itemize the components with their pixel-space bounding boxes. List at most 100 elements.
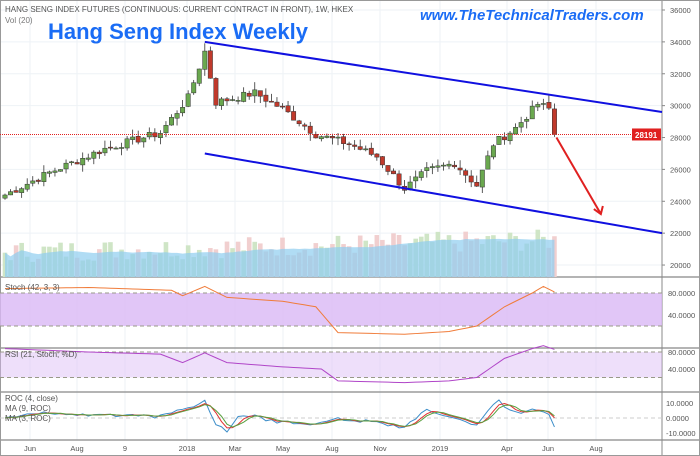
time-axis-label: 2019 xyxy=(432,444,449,453)
candle-body xyxy=(352,144,358,147)
candle-body xyxy=(24,183,30,190)
candle-body xyxy=(219,98,224,106)
candle-body xyxy=(346,143,352,146)
roc-tick-label: 10.0000 xyxy=(666,399,693,408)
time-axis-label: Jun xyxy=(24,444,36,453)
candle-body xyxy=(146,132,152,138)
candle-body xyxy=(274,101,280,107)
candle-body xyxy=(391,170,396,175)
candle-body xyxy=(30,180,36,184)
candle-body xyxy=(513,127,519,135)
price-tick-label: 20000 xyxy=(670,261,691,270)
candle-body xyxy=(46,171,52,174)
stoch-line xyxy=(4,285,555,335)
candle-body xyxy=(463,170,469,176)
chart-title: Hang Seng Index Weekly xyxy=(48,19,309,44)
time-axis-label: Nov xyxy=(373,444,387,453)
candle-body xyxy=(418,171,424,178)
candle-body xyxy=(546,102,552,109)
roc-label: ROC (4, close) xyxy=(5,394,58,403)
candle-body xyxy=(374,153,380,158)
arrow-head-icon xyxy=(593,205,604,216)
candle-body xyxy=(235,100,241,102)
candle-body xyxy=(85,157,91,160)
rsi-tick-label: 40.0000 xyxy=(668,365,695,374)
candle-body xyxy=(80,158,86,166)
candle-body xyxy=(429,166,435,169)
candle-body xyxy=(502,136,507,141)
price-tick-label: 28000 xyxy=(670,134,691,143)
ma3-label: MA (3, ROC) xyxy=(5,414,51,423)
candle-body xyxy=(74,162,80,165)
candle-body xyxy=(396,173,402,186)
candle-body xyxy=(58,169,63,172)
price-tick-label: 32000 xyxy=(670,70,691,79)
candle-body xyxy=(257,90,263,97)
candle-body xyxy=(474,182,480,187)
roc-line xyxy=(4,399,555,433)
last-price-value: 28191 xyxy=(635,131,658,140)
candle-body xyxy=(318,136,324,140)
roc-tick-label: -10.0000 xyxy=(666,429,696,438)
candle-body xyxy=(102,147,108,154)
candle-body xyxy=(2,194,8,199)
candle-body xyxy=(296,120,302,125)
candle-body xyxy=(302,124,308,127)
price-tick-label: 24000 xyxy=(670,197,691,206)
candle-body xyxy=(252,89,258,97)
ma9-label: MA (9, ROC) xyxy=(5,404,51,413)
candle-body xyxy=(496,136,502,145)
candle-body xyxy=(341,136,347,144)
time-axis-label: 2018 xyxy=(179,444,196,453)
candle-body xyxy=(69,161,75,164)
candle-body xyxy=(385,165,391,172)
candle-body xyxy=(19,188,25,193)
time-axis-label: Aug xyxy=(589,444,602,453)
candle-body xyxy=(263,94,269,102)
stoch-tick-label: 40.0000 xyxy=(668,311,695,320)
candle-body xyxy=(141,137,147,143)
time-axis-label: Apr xyxy=(501,444,513,453)
candle-body xyxy=(108,146,113,149)
stoch-tick-label: 80.0000 xyxy=(668,289,695,298)
candle-body xyxy=(213,78,219,106)
rsi-tick-label: 80.0000 xyxy=(668,348,695,357)
rsi-line xyxy=(4,345,555,384)
candle-body xyxy=(435,165,441,168)
rsi-label: RSI (21, Stoch; %D) xyxy=(5,350,78,359)
time-axis-label: May xyxy=(276,444,290,453)
candle-body xyxy=(363,148,369,151)
candle-body xyxy=(96,151,102,155)
candle-body xyxy=(41,172,47,182)
candle-body xyxy=(529,105,535,120)
candle-body xyxy=(507,132,513,142)
volume-label: Vol (20) xyxy=(5,16,33,25)
candle-body xyxy=(191,82,197,94)
candle-body xyxy=(157,133,163,138)
candle-body xyxy=(540,103,546,105)
candle-body xyxy=(490,145,496,158)
candle-body xyxy=(241,91,247,102)
candle-body xyxy=(535,104,541,108)
candle-body xyxy=(468,175,474,183)
candle-body xyxy=(413,176,419,182)
roc-ma3-line xyxy=(4,404,555,428)
time-axis-label: 9 xyxy=(123,444,127,453)
candle-body xyxy=(324,135,330,138)
candle-body xyxy=(485,155,491,170)
candle-body xyxy=(379,156,385,166)
price-tick-label: 22000 xyxy=(670,229,691,238)
candle-body xyxy=(285,105,291,113)
candle-body xyxy=(196,68,202,84)
candle-body xyxy=(441,164,446,167)
last-price-tag xyxy=(632,128,661,141)
time-axis-label: Jun xyxy=(542,444,554,453)
candle-body xyxy=(452,164,458,168)
candle-body xyxy=(330,136,335,139)
candle-body xyxy=(63,162,69,170)
time-axis-label: Mar xyxy=(229,444,242,453)
candle-body xyxy=(8,191,14,196)
candle-body xyxy=(357,146,363,150)
